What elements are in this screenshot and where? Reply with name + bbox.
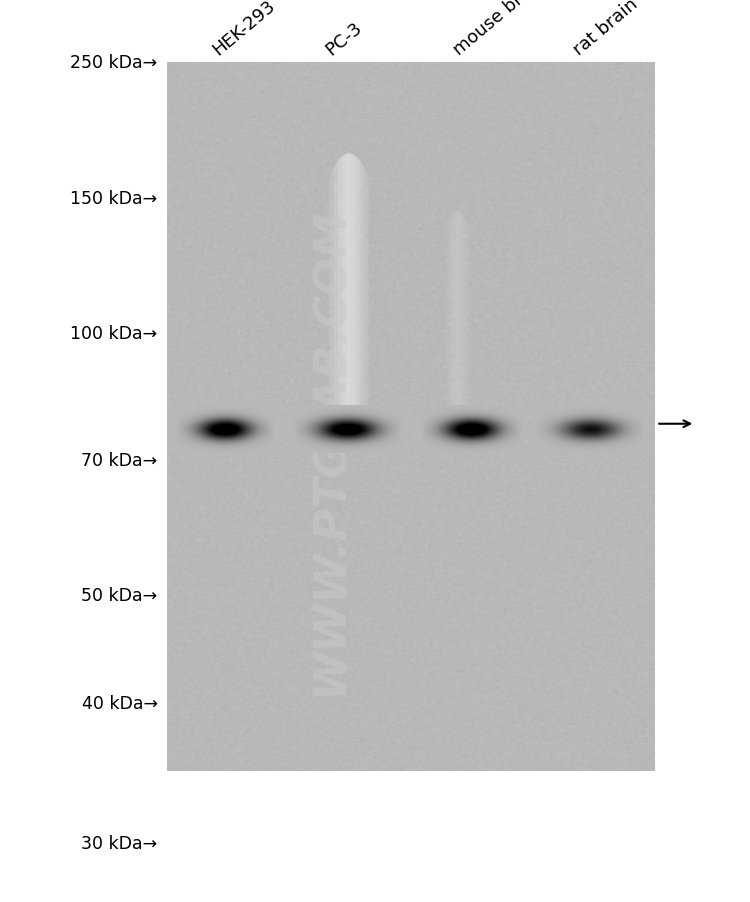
Text: WWW.PTGLAB.COM: WWW.PTGLAB.COM [308, 207, 352, 695]
Text: 150 kDa→: 150 kDa→ [70, 189, 158, 207]
Bar [166, 63, 654, 771]
Text: 30 kDa→: 30 kDa→ [81, 834, 158, 852]
Text: 40 kDa→: 40 kDa→ [82, 695, 158, 713]
Text: 100 kDa→: 100 kDa→ [70, 325, 158, 343]
Text: PC-3: PC-3 [322, 18, 365, 59]
Text: HEK-293: HEK-293 [210, 0, 279, 59]
Text: 50 kDa→: 50 kDa→ [81, 586, 158, 604]
Text: 250 kDa→: 250 kDa→ [70, 54, 158, 72]
Text: rat brain: rat brain [570, 0, 641, 59]
Text: mouse brain: mouse brain [450, 0, 548, 59]
Text: 70 kDa→: 70 kDa→ [81, 451, 158, 469]
